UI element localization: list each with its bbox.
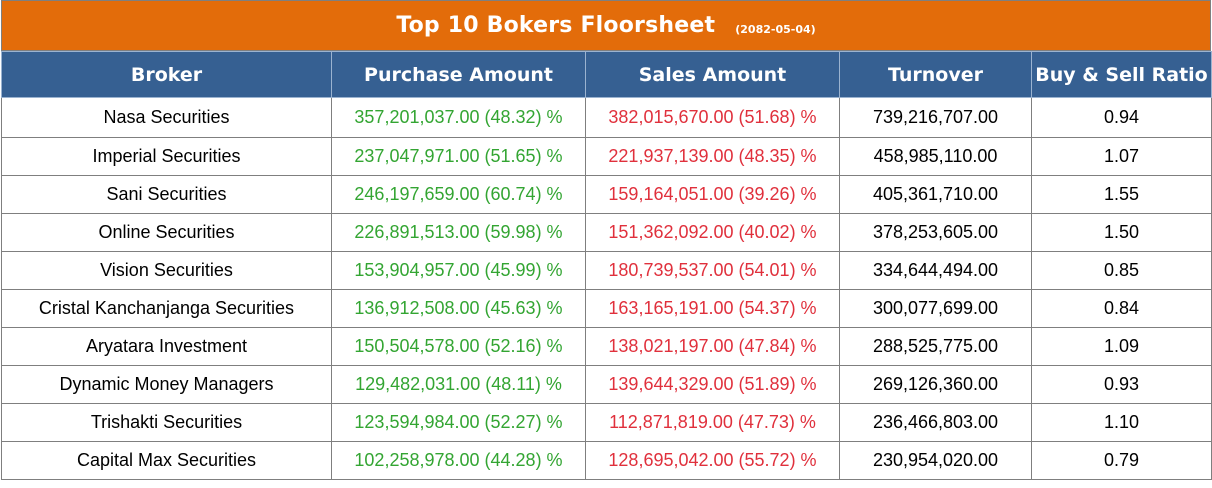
broker-cell: Online Securities [1,213,332,252]
purchase-cell: 136,912,508.00 (45.63) % [331,289,586,328]
purchase-cell: 153,904,957.00 (45.99) % [331,251,586,290]
sales-cell: 221,937,139.00 (48.35) % [585,137,840,176]
table-row: Sani Securities 246,197,659.00 (60.74) %… [1,175,1212,214]
table-row: Cristal Kanchanjanga Securities 136,912,… [1,289,1212,328]
purchase-cell: 226,891,513.00 (59.98) % [331,213,586,252]
header-purchase-amount: Purchase Amount [331,51,586,98]
sales-cell: 382,015,670.00 (51.68) % [585,97,840,138]
ratio-cell: 1.55 [1031,175,1212,214]
purchase-cell: 357,201,037.00 (48.32) % [331,97,586,138]
turnover-cell: 269,126,360.00 [839,365,1032,404]
ratio-cell: 1.09 [1031,327,1212,366]
sales-cell: 139,644,329.00 (51.89) % [585,365,840,404]
purchase-cell: 237,047,971.00 (51.65) % [331,137,586,176]
title-bar: Top 10 Bokers Floorsheet (2082-05-04) [1,0,1211,51]
table-row: Capital Max Securities 102,258,978.00 (4… [1,441,1212,480]
broker-cell: Nasa Securities [1,97,332,138]
sales-cell: 163,165,191.00 (54.37) % [585,289,840,328]
purchase-cell: 102,258,978.00 (44.28) % [331,441,586,480]
broker-table: Broker Purchase Amount Sales Amount Turn… [1,51,1212,480]
turnover-cell: 230,954,020.00 [839,441,1032,480]
sales-cell: 128,695,042.00 (55.72) % [585,441,840,480]
purchase-cell: 246,197,659.00 (60.74) % [331,175,586,214]
table-row: Online Securities 226,891,513.00 (59.98)… [1,213,1212,252]
date-label: (2082-05-04) [735,23,816,36]
turnover-cell: 378,253,605.00 [839,213,1032,252]
header-sales-amount: Sales Amount [585,51,840,98]
purchase-cell: 123,594,984.00 (52.27) % [331,403,586,442]
broker-cell: Dynamic Money Managers [1,365,332,404]
broker-cell: Imperial Securities [1,137,332,176]
sales-cell: 138,021,197.00 (47.84) % [585,327,840,366]
header-broker: Broker [1,51,332,98]
ratio-cell: 1.10 [1031,403,1212,442]
broker-cell: Capital Max Securities [1,441,332,480]
ratio-cell: 0.85 [1031,251,1212,290]
purchase-cell: 150,504,578.00 (52.16) % [331,327,586,366]
table-row: Dynamic Money Managers 129,482,031.00 (4… [1,365,1212,404]
ratio-cell: 0.84 [1031,289,1212,328]
turnover-cell: 300,077,699.00 [839,289,1032,328]
sales-cell: 112,871,819.00 (47.73) % [585,403,840,442]
ratio-cell: 1.50 [1031,213,1212,252]
purchase-cell: 129,482,031.00 (48.11) % [331,365,586,404]
table-row: Imperial Securities 237,047,971.00 (51.6… [1,137,1212,176]
turnover-cell: 236,466,803.00 [839,403,1032,442]
turnover-cell: 334,644,494.00 [839,251,1032,290]
table-row: Vision Securities 153,904,957.00 (45.99)… [1,251,1212,290]
table-row: Aryatara Investment 150,504,578.00 (52.1… [1,327,1212,366]
sales-cell: 151,362,092.00 (40.02) % [585,213,840,252]
broker-cell: Cristal Kanchanjanga Securities [1,289,332,328]
header-turnover: Turnover [839,51,1032,98]
table-row: Trishakti Securities 123,594,984.00 (52.… [1,403,1212,442]
page-title: Top 10 Bokers Floorsheet [396,13,716,38]
broker-cell: Aryatara Investment [1,327,332,366]
table-header-row: Broker Purchase Amount Sales Amount Turn… [1,51,1212,98]
turnover-cell: 288,525,775.00 [839,327,1032,366]
broker-cell: Sani Securities [1,175,332,214]
turnover-cell: 458,985,110.00 [839,137,1032,176]
sales-cell: 159,164,051.00 (39.26) % [585,175,840,214]
ratio-cell: 0.93 [1031,365,1212,404]
table-row: Nasa Securities 357,201,037.00 (48.32) %… [1,97,1212,138]
ratio-cell: 0.79 [1031,441,1212,480]
sales-cell: 180,739,537.00 (54.01) % [585,251,840,290]
broker-cell: Trishakti Securities [1,403,332,442]
turnover-cell: 405,361,710.00 [839,175,1032,214]
ratio-cell: 1.07 [1031,137,1212,176]
broker-cell: Vision Securities [1,251,332,290]
turnover-cell: 739,216,707.00 [839,97,1032,138]
ratio-cell: 0.94 [1031,97,1212,138]
header-buy-sell-ratio: Buy & Sell Ratio [1031,51,1212,98]
